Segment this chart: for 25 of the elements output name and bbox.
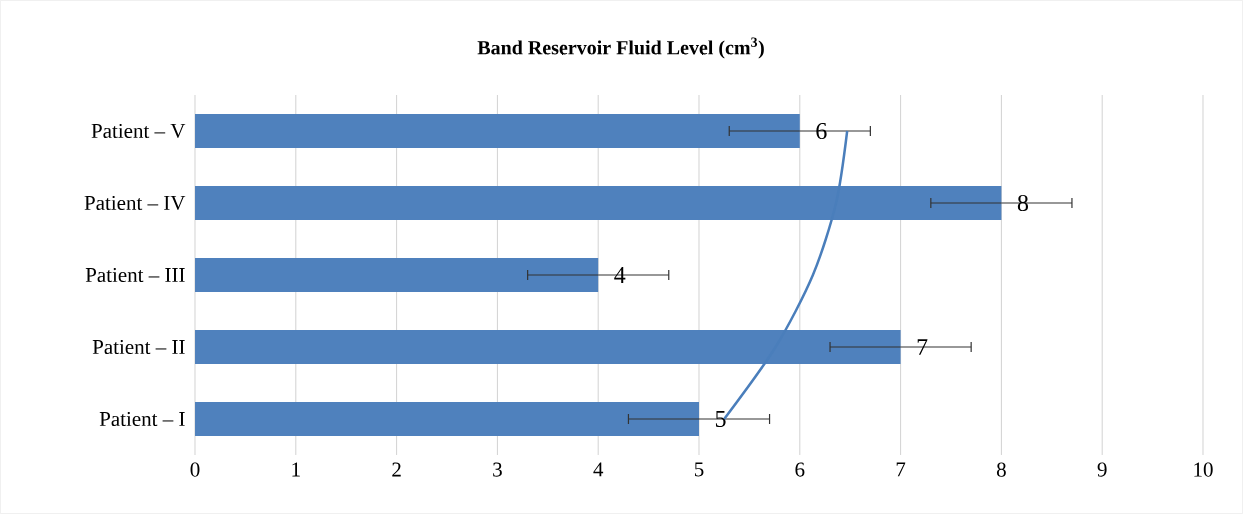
x-tick-label: 4: [593, 462, 604, 477]
bar: [195, 401, 699, 436]
x-tick-label: 0: [190, 462, 200, 477]
data-label: 4: [614, 267, 626, 283]
x-tick-label: 10: [1194, 462, 1213, 477]
y-tick-label: Patient – IV: [84, 195, 186, 211]
x-tick-label: 2: [392, 462, 401, 477]
data-label: 7: [917, 339, 928, 355]
y-tick-label: Patient – II: [92, 339, 185, 355]
x-tick-label: 9: [1097, 462, 1107, 477]
y-tick-label: Patient – I: [99, 411, 185, 427]
data-label: 6: [816, 122, 827, 140]
data-label: 5: [715, 411, 726, 427]
x-tick-label: 1: [292, 462, 300, 477]
x-tick-label: 6: [795, 462, 805, 477]
data-label: 8: [1017, 194, 1029, 212]
bar: [195, 114, 800, 148]
x-tick-label: 8: [996, 462, 1006, 477]
y-tick-label: Patient – V: [91, 123, 186, 139]
y-tick-label: Patient – III: [85, 267, 185, 283]
x-tick-label: 7: [896, 462, 906, 477]
bar: [195, 257, 599, 292]
chart-title: Band Reservoir Fluid Level (cm$^{3}$): [477, 37, 764, 59]
x-tick-label: 5: [694, 462, 704, 477]
x-tick-label: 3: [493, 462, 502, 477]
